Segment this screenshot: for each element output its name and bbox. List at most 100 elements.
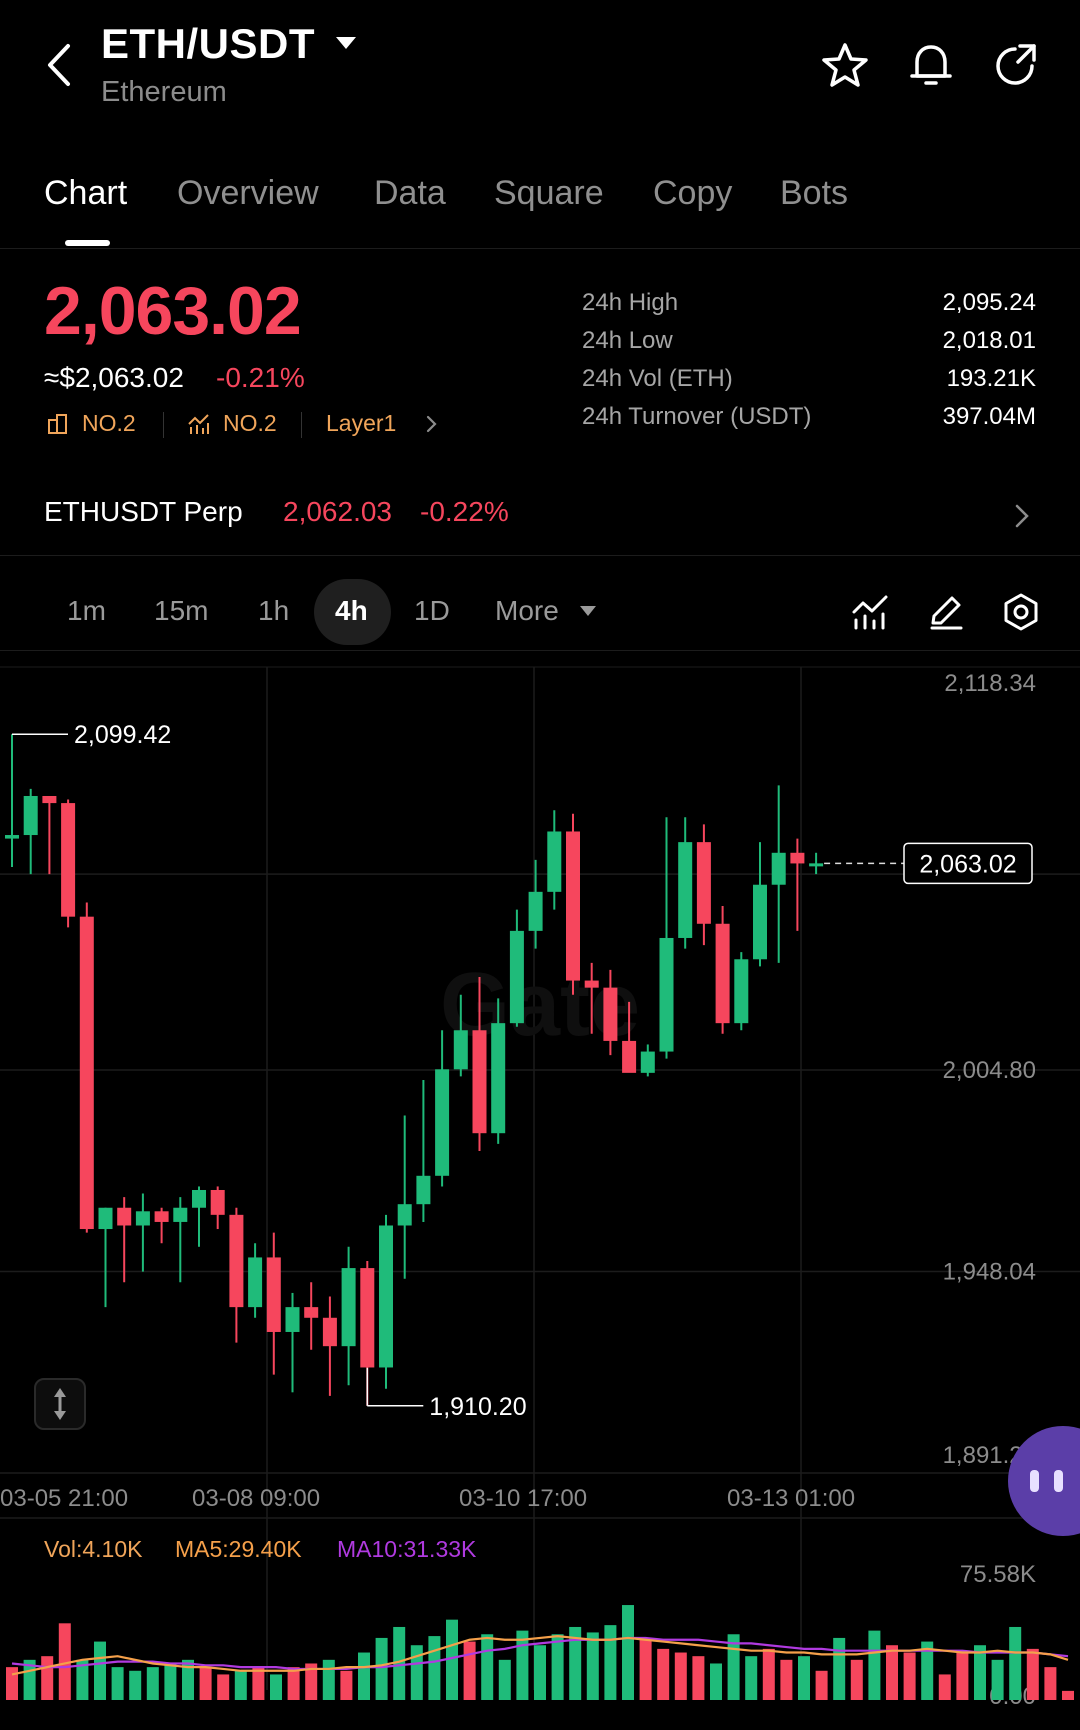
volume-bar: [586, 1632, 599, 1700]
candle-body: [117, 1207, 132, 1226]
volume-bar: [270, 1674, 282, 1700]
category-tag[interactable]: Layer1: [326, 410, 397, 436]
volume-bar: [534, 1645, 546, 1700]
tab-bots[interactable]: Bots: [780, 174, 849, 212]
stat-low-label: 24h Low: [582, 327, 673, 354]
volume-bar: [974, 1645, 986, 1700]
tab-overview[interactable]: Overview: [177, 174, 319, 212]
price-tick-label: 2,118.34: [944, 670, 1036, 697]
tab-square[interactable]: Square: [494, 174, 604, 212]
price-tick-label: 1,948.04: [943, 1258, 1036, 1285]
interval-1h[interactable]: 1h: [258, 595, 290, 626]
pair-title[interactable]: ETH/USDT: [101, 20, 315, 67]
volume-bar: [657, 1648, 670, 1700]
stat-high-label: 24h High: [582, 289, 679, 316]
volume-bar: [41, 1656, 54, 1700]
volume-bar: [428, 1636, 441, 1700]
candle-body: [266, 1257, 281, 1332]
pair-subtitle: Ethereum: [101, 76, 227, 108]
bubble-eye: [1030, 1470, 1039, 1492]
tab-chart[interactable]: Chart: [44, 174, 128, 212]
perp-name: ETHUSDT Perp: [44, 496, 243, 527]
volume-bar: [833, 1637, 846, 1700]
tab-data[interactable]: Data: [374, 174, 446, 212]
volume-bar: [745, 1656, 758, 1700]
candle-body: [584, 980, 599, 988]
volume-bar: [76, 1659, 89, 1700]
candle-body: [566, 831, 580, 981]
volume-bar: [111, 1667, 124, 1700]
volume-bar: [252, 1667, 265, 1700]
caret-down-icon[interactable]: [578, 603, 598, 619]
last-price: 2,063.02: [44, 273, 302, 349]
volume-bar: [463, 1641, 476, 1700]
volume-bar: [58, 1623, 71, 1700]
candle-body: [379, 1225, 393, 1368]
volume-bar: [23, 1659, 36, 1700]
candle-body: [696, 842, 711, 924]
stat-turnover-label: 24h Turnover (USDT): [582, 403, 812, 430]
ma5-legend: MA5:29.40K: [175, 1536, 302, 1562]
candle-body: [304, 1307, 319, 1318]
volume-bar: [674, 1652, 687, 1700]
volume-tick-label: 75.58K: [960, 1561, 1036, 1588]
back-icon[interactable]: [40, 40, 80, 90]
perp-row[interactable]: ETHUSDT Perp 2,062.03 -0.22%: [0, 480, 1080, 556]
interval-more[interactable]: More: [495, 595, 559, 626]
candle-body: [435, 1069, 450, 1176]
chevron-right-icon[interactable]: [1012, 498, 1032, 534]
high-price-label: 2,099.42: [74, 721, 171, 749]
vol-legend: Vol:4.10K: [44, 1536, 143, 1562]
settings-icon[interactable]: [1001, 592, 1041, 632]
chevron-right-icon[interactable]: [422, 412, 442, 436]
candle-body: [23, 795, 38, 836]
volume-bar: [129, 1670, 142, 1700]
tag-divider: [163, 412, 164, 438]
candle-body: [248, 1257, 263, 1308]
bubble-eye: [1054, 1470, 1063, 1492]
candle-body: [173, 1207, 188, 1222]
volume-bar: [886, 1645, 898, 1700]
caret-down-icon[interactable]: [334, 34, 358, 52]
market-cap-rank[interactable]: NO.2: [82, 410, 136, 436]
star-icon[interactable]: [820, 40, 870, 90]
volume-bar: [604, 1625, 617, 1700]
tab-copy[interactable]: Copy: [653, 174, 733, 212]
candle-body: [360, 1268, 375, 1368]
volume-bar: [94, 1641, 106, 1700]
volume-bar: [410, 1645, 423, 1700]
stat-low-value: 2,018.01: [942, 327, 1036, 354]
candle-body: [603, 987, 618, 1041]
candle-body: [715, 923, 730, 1024]
interval-15m[interactable]: 15m: [154, 595, 209, 626]
volume-bar: [622, 1605, 634, 1700]
candle-body: [42, 795, 57, 804]
indicator-icon[interactable]: [850, 592, 890, 632]
interval-1m[interactable]: 1m: [67, 595, 106, 626]
volume-bar: [710, 1663, 722, 1700]
time-tick-label: 03-08 09:00: [192, 1485, 320, 1512]
volume-bar: [815, 1670, 828, 1700]
price-tick-label: 2,004.80: [943, 1057, 1036, 1084]
interval-4h[interactable]: 4h: [335, 595, 368, 626]
volume-bar: [639, 1637, 652, 1700]
volume-bar: [199, 1667, 212, 1700]
volume-bar: [762, 1648, 775, 1700]
volume-bar: [234, 1670, 247, 1700]
interval-1d[interactable]: 1D: [414, 595, 450, 626]
stat-turnover-value: 397.04M: [942, 403, 1036, 430]
candle-body: [210, 1189, 225, 1215]
volume-bar: [868, 1630, 881, 1700]
stat-vol-value: 193.21K: [946, 365, 1036, 392]
annotations: 2,099.42 1,910.20 2,063.02: [12, 721, 1033, 1421]
bell-icon[interactable]: [906, 40, 956, 90]
volume-bar: [146, 1667, 159, 1700]
volume-rank[interactable]: NO.2: [223, 410, 277, 436]
scale-toggle-button[interactable]: [34, 1378, 86, 1430]
draw-pencil-icon[interactable]: [926, 592, 966, 632]
share-icon[interactable]: [990, 40, 1040, 90]
candle-body: [79, 916, 94, 1230]
candle-body: [734, 959, 749, 1024]
candle-body: [135, 1211, 150, 1226]
